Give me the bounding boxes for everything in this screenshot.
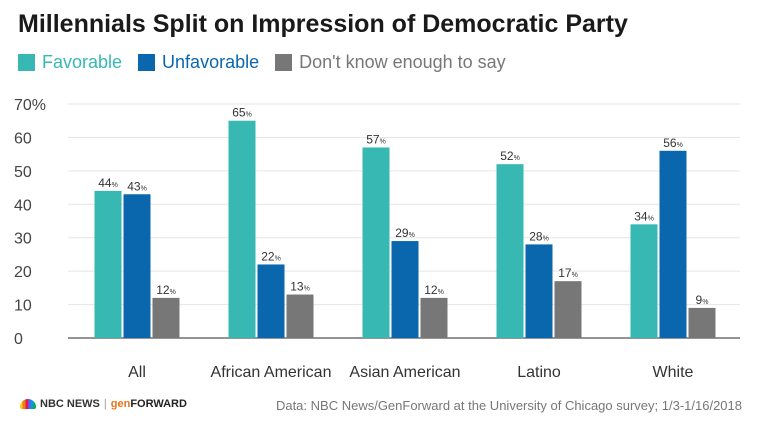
x-category-label: Latino [517, 364, 561, 381]
legend-item-favorable: Favorable [18, 52, 122, 73]
data-label: 17% [558, 266, 578, 280]
data-label: 29% [395, 226, 415, 240]
x-category-label: African American [211, 364, 332, 381]
legend-swatch-dont-know [275, 54, 293, 71]
data-label: 13% [290, 280, 310, 294]
y-tick-label: 10 [14, 298, 32, 315]
legend: Favorable Unfavorable Don't know enough … [18, 52, 506, 73]
bar [123, 194, 151, 338]
footer: NBC NEWS | gen FORWARD Data: NBC News/Gen… [0, 392, 760, 424]
nbc-genforward-logo: NBC NEWS | gen FORWARD [20, 398, 187, 410]
data-label: 44% [98, 176, 118, 190]
logo-nbc-text: NBC NEWS [40, 398, 100, 410]
data-label: 65% [232, 106, 252, 120]
legend-label-dont-know: Don't know enough to say [299, 52, 506, 72]
y-tick-label: 0 [14, 331, 23, 348]
legend-item-unfavorable: Unfavorable [138, 52, 259, 73]
bar-chart: 0 10 20 30 40 50 60 70% 44% 43% 12% All 65% 22% 13% Afr… [14, 97, 740, 381]
chart-title: Millennials Split on Impression of Democ… [18, 10, 628, 38]
bar [496, 164, 524, 338]
peacock-icon [20, 399, 36, 409]
data-label: 57% [366, 132, 386, 146]
logo-gen-text: gen [110, 398, 131, 410]
bar [362, 147, 390, 338]
bar [554, 281, 582, 338]
y-tick-label: 60 [14, 130, 32, 147]
y-tick-label: 30 [14, 231, 32, 248]
bar [94, 190, 122, 338]
bar [659, 150, 687, 338]
bar [525, 244, 553, 338]
bar [257, 264, 285, 338]
y-tick-label: 20 [14, 264, 32, 281]
data-label: 12% [424, 283, 444, 297]
legend-item-dont-know: Don't know enough to say [275, 52, 506, 73]
legend-label-unfavorable: Unfavorable [162, 52, 260, 72]
x-category-label: Asian American [349, 364, 460, 381]
bar [152, 297, 180, 338]
bar [286, 294, 314, 338]
legend-swatch-favorable [18, 54, 35, 71]
x-category-label: White [653, 364, 694, 381]
bar [630, 224, 658, 338]
data-label: 56% [663, 136, 683, 150]
legend-label-favorable: Favorable [42, 52, 123, 72]
logo-separator: | [103, 398, 107, 410]
data-label: 34% [634, 209, 654, 223]
data-label: 22% [261, 249, 281, 263]
data-label: 9% [696, 293, 709, 307]
data-label: 12% [156, 283, 176, 297]
source-note: Data: NBC News/GenForward at the Univers… [275, 398, 742, 413]
bar [391, 241, 419, 338]
bar [688, 307, 716, 338]
bar [228, 120, 256, 338]
x-category-label: All [128, 364, 146, 381]
logo-forward-text: FORWARD [130, 398, 187, 410]
legend-swatch-unfavorable [138, 54, 156, 71]
y-tick-label: 40 [14, 197, 32, 214]
y-tick-label: 70% [14, 97, 46, 114]
data-label: 52% [500, 149, 520, 163]
y-tick-label: 50 [14, 164, 32, 181]
bar [420, 297, 448, 338]
data-label: 28% [529, 229, 549, 243]
data-label: 43% [127, 179, 147, 193]
